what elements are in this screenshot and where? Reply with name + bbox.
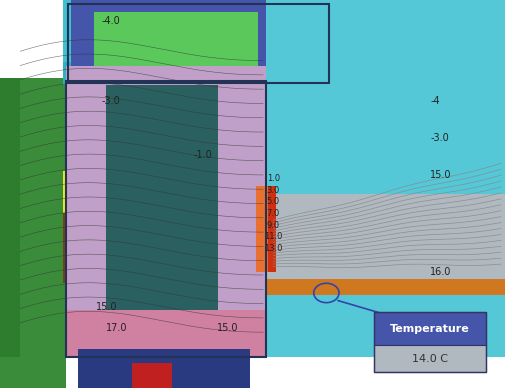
FancyBboxPatch shape (374, 345, 485, 372)
FancyBboxPatch shape (265, 287, 505, 357)
FancyBboxPatch shape (265, 0, 505, 194)
Text: -3.0: -3.0 (430, 133, 449, 143)
Text: 3.0: 3.0 (266, 185, 279, 195)
FancyBboxPatch shape (63, 171, 91, 213)
FancyBboxPatch shape (63, 213, 91, 283)
Text: 9.0: 9.0 (266, 220, 279, 230)
Text: 15.0: 15.0 (217, 323, 238, 333)
FancyBboxPatch shape (255, 186, 268, 272)
FancyBboxPatch shape (91, 12, 263, 78)
Text: 11.0: 11.0 (264, 232, 282, 241)
Text: 17.0: 17.0 (106, 323, 127, 333)
Text: 5.0: 5.0 (266, 197, 279, 206)
FancyBboxPatch shape (66, 66, 265, 341)
FancyBboxPatch shape (63, 62, 326, 85)
FancyBboxPatch shape (93, 12, 258, 72)
FancyBboxPatch shape (265, 194, 505, 279)
Text: 13.0: 13.0 (264, 244, 282, 253)
FancyBboxPatch shape (255, 186, 275, 272)
FancyBboxPatch shape (217, 81, 252, 113)
Text: -3.0: -3.0 (102, 96, 121, 106)
FancyBboxPatch shape (374, 312, 485, 345)
Text: 7.0: 7.0 (266, 209, 279, 218)
Text: 15.0: 15.0 (429, 170, 450, 180)
Text: -4.0: -4.0 (102, 16, 121, 26)
Text: 16.0: 16.0 (429, 267, 450, 277)
FancyBboxPatch shape (0, 78, 20, 357)
Text: 15.0: 15.0 (95, 301, 117, 312)
Text: -4: -4 (429, 96, 439, 106)
FancyBboxPatch shape (0, 357, 66, 388)
Text: 14.0 C: 14.0 C (411, 354, 447, 364)
FancyBboxPatch shape (71, 0, 331, 85)
FancyBboxPatch shape (131, 363, 172, 388)
Text: Temperature: Temperature (389, 324, 469, 334)
FancyBboxPatch shape (63, 0, 326, 85)
FancyBboxPatch shape (78, 349, 250, 388)
FancyBboxPatch shape (106, 85, 217, 310)
FancyBboxPatch shape (66, 310, 265, 357)
Text: -1.0: -1.0 (192, 150, 212, 160)
FancyBboxPatch shape (0, 78, 66, 357)
FancyBboxPatch shape (265, 279, 505, 295)
FancyBboxPatch shape (73, 81, 98, 113)
Text: 1.0: 1.0 (266, 174, 279, 183)
